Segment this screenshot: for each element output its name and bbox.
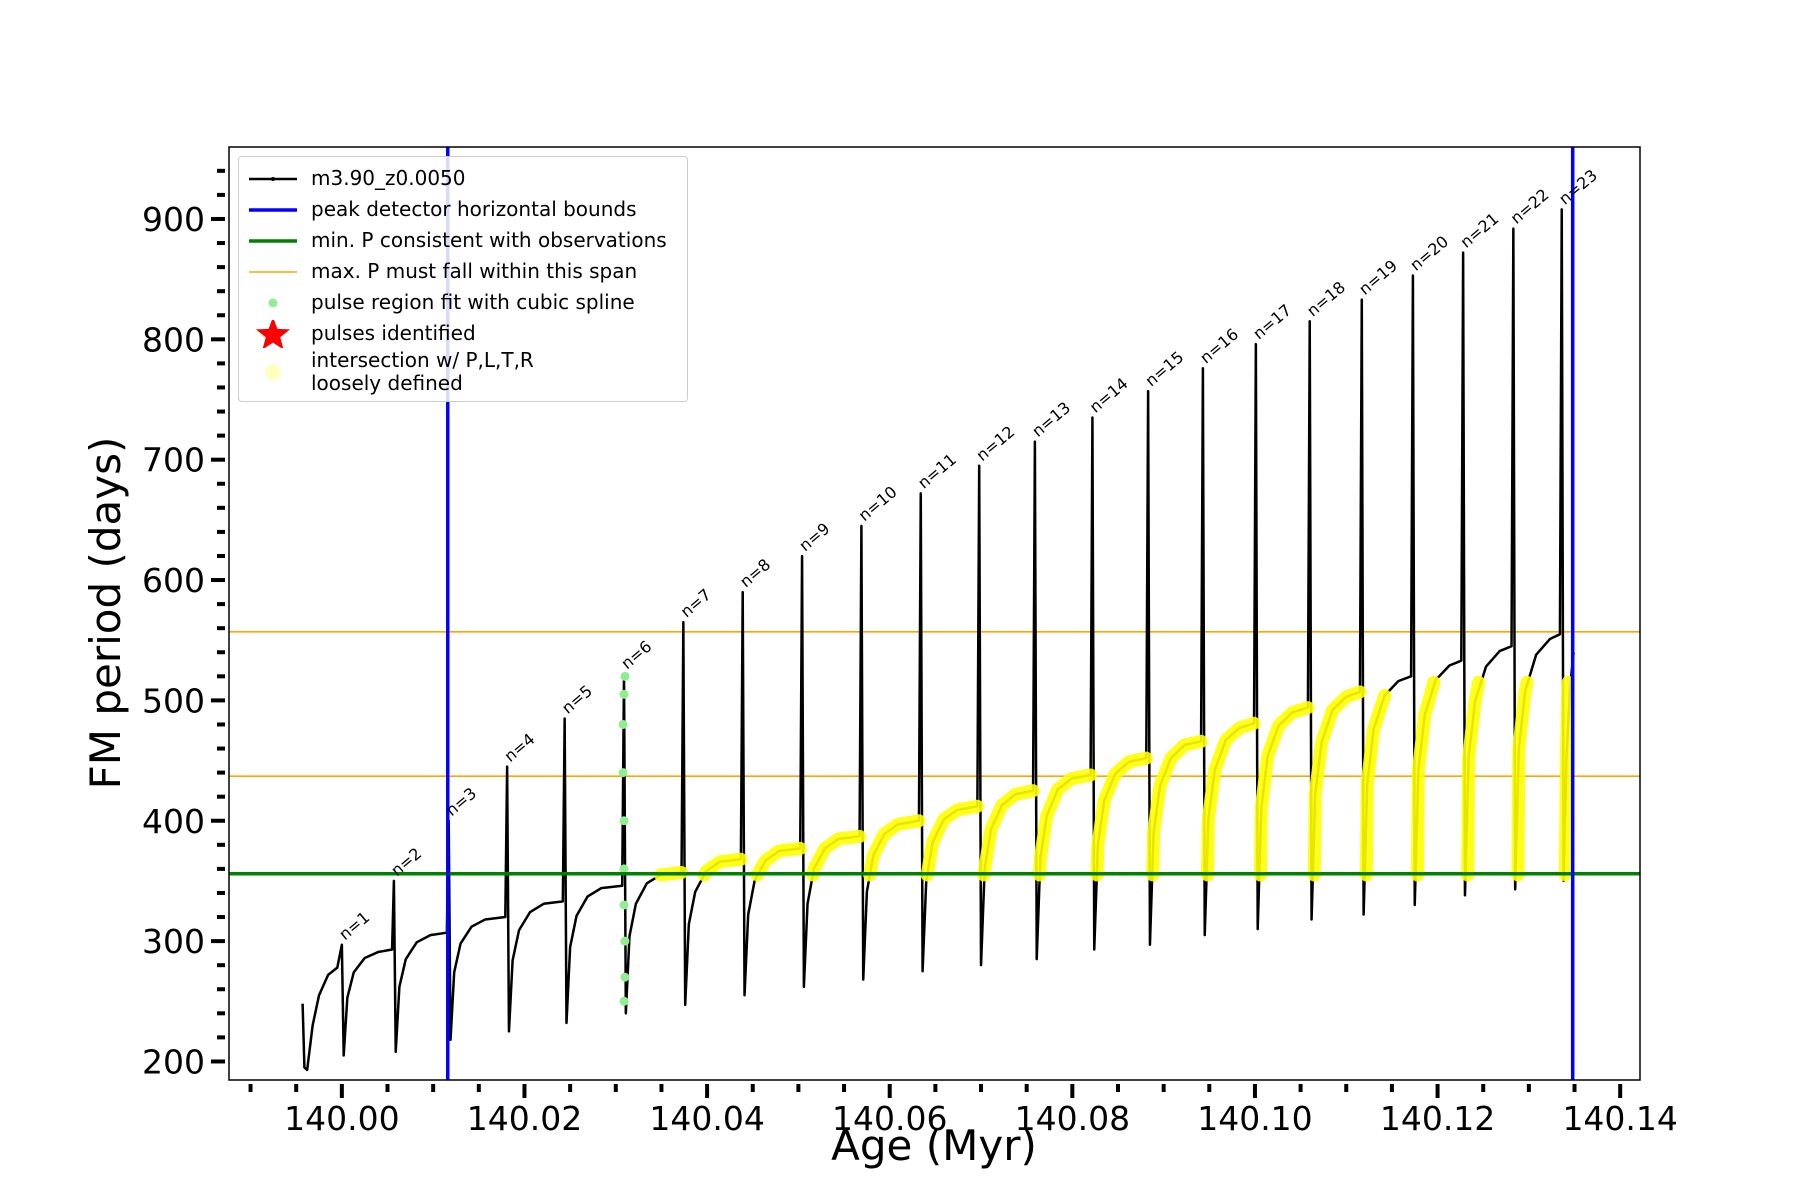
spline-point <box>620 671 630 681</box>
legend-label: pulses identified <box>311 321 476 345</box>
spline-point <box>619 996 629 1006</box>
plot-area <box>229 147 1640 1080</box>
x-tick-label: 140.06 <box>832 1099 947 1138</box>
spline-point <box>619 689 629 699</box>
pulse-annotation: n=7 <box>677 585 715 621</box>
legend-entry: pulses identified <box>247 318 679 349</box>
intersection-band <box>654 675 1575 882</box>
legend-marker <box>255 319 291 348</box>
spline-point <box>620 936 630 946</box>
legend-label: peak detector horizontal bounds <box>311 197 637 221</box>
legend-entry: m3.90_z0.0050 <box>247 163 679 194</box>
pulse-annotation: n=23 <box>1555 166 1601 209</box>
x-axis-label: Age (Myr) <box>831 1121 1037 1170</box>
y-tick-label: 900 <box>142 200 205 239</box>
pulse-annotation: n=9 <box>795 519 833 555</box>
spline-point <box>619 816 629 826</box>
pulse-annotation: n=20 <box>1406 232 1452 275</box>
legend-marker <box>268 298 278 307</box>
legend-entry: min. P consistent with observations <box>247 225 679 256</box>
y-tick-label: 400 <box>142 802 205 841</box>
spline-point <box>620 972 630 982</box>
pulse-annotation: n=18 <box>1303 278 1349 321</box>
pulse-annotation: n=22 <box>1507 185 1553 228</box>
legend-label: min. P consistent with observations <box>311 228 667 252</box>
x-tick-label: 140.00 <box>284 1099 399 1138</box>
pulse-annotation: n=16 <box>1196 325 1242 368</box>
x-tick-label: 140.02 <box>467 1099 582 1138</box>
y-tick-label: 500 <box>142 681 205 720</box>
spline-point <box>619 900 629 910</box>
legend-marker <box>249 176 297 181</box>
legend-label: pulse region fit with cubic spline <box>311 290 635 314</box>
legend-label: intersection w/ P,L,T,R loosely defined <box>311 348 534 395</box>
legend-label: m3.90_z0.0050 <box>311 166 466 190</box>
x-tick-label: 140.10 <box>1197 1099 1312 1138</box>
pulse-annotation: n=6 <box>617 637 655 673</box>
x-tick-label: 140.12 <box>1380 1099 1495 1138</box>
y-tick-label: 200 <box>142 1042 205 1081</box>
pulse-annotation: n=19 <box>1355 256 1401 299</box>
x-tick-label: 140.14 <box>1562 1099 1677 1138</box>
y-axis-label: FM period (days) <box>81 437 130 790</box>
pulse-annotation: n=13 <box>1028 398 1074 441</box>
y-tick-label: 800 <box>142 320 205 359</box>
x-tick-label: 140.04 <box>649 1099 764 1138</box>
spline-point <box>619 864 629 874</box>
pulse-annotation: n=11 <box>914 450 960 493</box>
spline-point <box>618 719 628 729</box>
legend-entry: pulse region fit with cubic spline <box>247 287 679 318</box>
legend-entry: peak detector horizontal bounds <box>247 194 679 225</box>
y-tick-label: 300 <box>142 922 205 961</box>
legend-entry: max. P must fall within this span <box>247 256 679 287</box>
pulse-annotation: n=8 <box>736 555 774 591</box>
pulse-annotation: n=14 <box>1086 374 1132 417</box>
pulse-annotation: n=12 <box>973 422 1019 465</box>
plot-frame <box>228 146 1641 1081</box>
pulse-annotation: n=17 <box>1249 300 1295 343</box>
pulse-annotation: n=1 <box>335 908 373 944</box>
pulse-annotation: n=5 <box>558 681 596 717</box>
pulse-annotation: n=10 <box>855 482 901 525</box>
y-tick-label: 700 <box>142 441 205 480</box>
spline-point <box>618 768 628 778</box>
y-tick-label: 600 <box>142 561 205 600</box>
legend-marker <box>249 238 297 243</box>
x-tick-label: 140.08 <box>1015 1099 1130 1138</box>
legend-marker <box>265 364 281 380</box>
legend-marker <box>249 207 297 212</box>
pulse-annotation: n=21 <box>1456 209 1502 252</box>
pulse-annotation: n=15 <box>1141 347 1187 390</box>
legend-marker <box>249 270 297 273</box>
legend-label: max. P must fall within this span <box>311 259 638 283</box>
pulse-annotation: n=4 <box>500 729 538 765</box>
legend-entry: intersection w/ P,L,T,R loosely defined <box>247 349 679 395</box>
